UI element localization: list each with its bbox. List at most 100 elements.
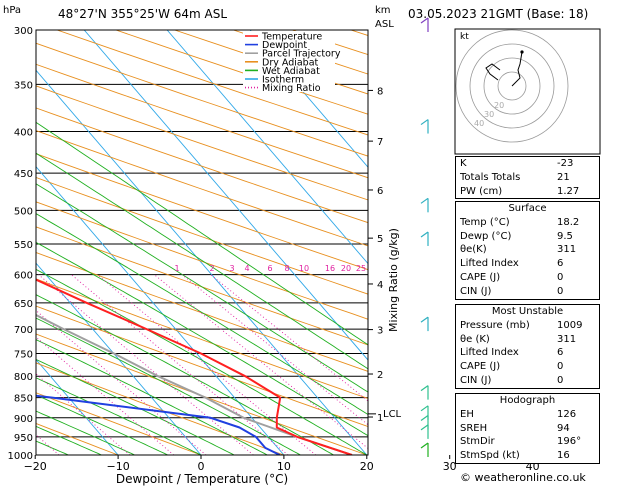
dry-adiabat-line: [36, 333, 367, 455]
datetime-label: 03.05.2023 21GMT (Base: 18): [408, 7, 588, 21]
hodograph-label: EH: [460, 408, 474, 420]
km-tick-label: 3: [377, 326, 383, 337]
hodograph-row: EH 126: [456, 408, 599, 422]
index-label: Totals Totals: [460, 171, 521, 183]
most-unstable-label: CAPE (J): [460, 361, 501, 373]
wet-adiabat-line: [36, 339, 268, 455]
legend-label: Parcel Trajectory: [262, 49, 341, 60]
pressure-tick-label: 750: [14, 349, 33, 360]
wind-barb-flag: [420, 405, 429, 412]
surface-title: Surface: [508, 203, 547, 214]
most-unstable-row: Lifted Index 6: [456, 346, 599, 360]
dry-adiabat-line: [36, 130, 368, 247]
most-unstable-label: CIN (J): [460, 374, 492, 386]
hodograph-ring: [497, 71, 527, 101]
index-label: K: [460, 158, 467, 169]
hodograph-trace: [511, 51, 523, 87]
mixing-ratio-label: 20: [341, 264, 351, 273]
km-tick-label: 1: [377, 413, 383, 424]
wind-barb-flag: [420, 414, 429, 421]
dry-adiabat-line: [36, 107, 368, 224]
surface-label: θe(K): [460, 244, 487, 256]
mixing-ratio-line: [71, 274, 289, 455]
surface-label: Dewp (°C): [460, 230, 512, 242]
wet-adiabat-line: [36, 268, 368, 455]
most-unstable-label: θe (K): [460, 333, 490, 345]
pressure-tick-label: 800: [14, 372, 33, 383]
isotherm-line: [36, 69, 368, 455]
surface-row: CAPE (J) 0: [456, 271, 599, 285]
x-tick-label: −10: [106, 460, 129, 473]
dry-adiabat-line: [36, 392, 202, 455]
hodograph-ring-label: 20: [494, 101, 504, 110]
hpa-label: hPa: [3, 5, 21, 16]
most-unstable-value: 0: [557, 361, 564, 373]
surface-value: 0: [557, 285, 564, 297]
x-tick-label: 20: [360, 460, 374, 473]
km-tick-label: 8: [377, 86, 383, 97]
most-unstable-label: Lifted Index: [460, 347, 519, 359]
wind-barb-flag: [420, 197, 429, 204]
mixing-ratio-label: 3: [229, 264, 234, 273]
most-unstable-value: 6: [557, 347, 564, 359]
km-tick-label: 2: [377, 370, 383, 381]
index-row: Totals Totals 21: [456, 171, 599, 185]
legend-label: Mixing Ratio: [262, 83, 321, 94]
hodograph-ring: [469, 43, 555, 129]
most-unstable-value: 311: [557, 333, 577, 345]
index-value: -23: [557, 158, 574, 169]
hodograph-ring: [455, 29, 569, 143]
surface-label: Lifted Index: [460, 258, 519, 270]
mixing-ratio-label: 2: [209, 264, 214, 273]
hodograph-ring-label: 40: [474, 119, 484, 128]
mixing-ratio-line: [36, 309, 207, 455]
wet-adiabat-line: [36, 394, 168, 455]
wet-adiabat-line: [36, 183, 368, 393]
hodograph-value: 94: [557, 422, 570, 434]
mixing-ratio-label: 10: [299, 264, 309, 273]
wet-adiabat-line: [36, 294, 334, 455]
dry-adiabat-line: [36, 63, 368, 179]
hodograph-label: StmDir: [460, 436, 495, 448]
hodograph-row: StmDir 196°: [456, 435, 599, 449]
wet-adiabat-line: [36, 121, 368, 346]
surface-row: Temp (°C) 18.2: [456, 216, 599, 230]
wind-barbs: [420, 17, 429, 457]
dry-adiabat-line: [36, 201, 368, 320]
pressure-tick-label: 950: [14, 433, 33, 444]
indices-table-surface: Surface Temp (°C) 18.2 Dewp (°C) 9.5 θe(K) 31…: [455, 201, 600, 300]
km-tick-label: 5: [377, 234, 383, 245]
pressure-tick-label: 400: [14, 128, 33, 139]
legend-label: Temperature: [261, 32, 322, 43]
pressure-tick-label: 300: [14, 26, 33, 37]
plot-frame: [35, 29, 369, 456]
most-unstable-row: Pressure (mb) 1009: [456, 319, 599, 333]
surface-row: Lifted Index 6: [456, 257, 599, 271]
pressure-tick-label: 450: [14, 169, 33, 180]
mixing-ratio-label: 6: [267, 264, 272, 273]
pressure-tick-label: 350: [14, 80, 33, 91]
dry-adiabat-line: [36, 252, 368, 372]
dry-adiabat-line: [36, 226, 368, 346]
hodograph-table-title: Hodograph: [499, 395, 556, 406]
dry-adiabat-line: [36, 305, 368, 428]
dewpoint-profile: [36, 394, 281, 455]
hodograph-value: 196°: [557, 436, 582, 448]
index-value: 1.27: [557, 185, 580, 197]
surface-label: CIN (J): [460, 285, 492, 297]
wind-barb-flag: [420, 17, 429, 24]
mixing-ratio-label: 1: [174, 264, 179, 273]
hodograph-row: StmSpd (kt) 16: [456, 449, 599, 463]
km-tick-label: 6: [377, 186, 383, 197]
mixing-ratio-label: 25: [356, 264, 366, 273]
most-unstable-value: 1009: [557, 319, 583, 331]
wind-barb-flag: [420, 119, 429, 126]
index-row: K -23: [456, 157, 599, 171]
dry-adiabat-line: [36, 85, 368, 201]
dry-adiabat-line: [36, 42, 368, 157]
wind-barb-flag: [420, 442, 429, 449]
surface-value: 9.5: [557, 230, 573, 242]
km-tick-label: 4: [377, 280, 383, 291]
